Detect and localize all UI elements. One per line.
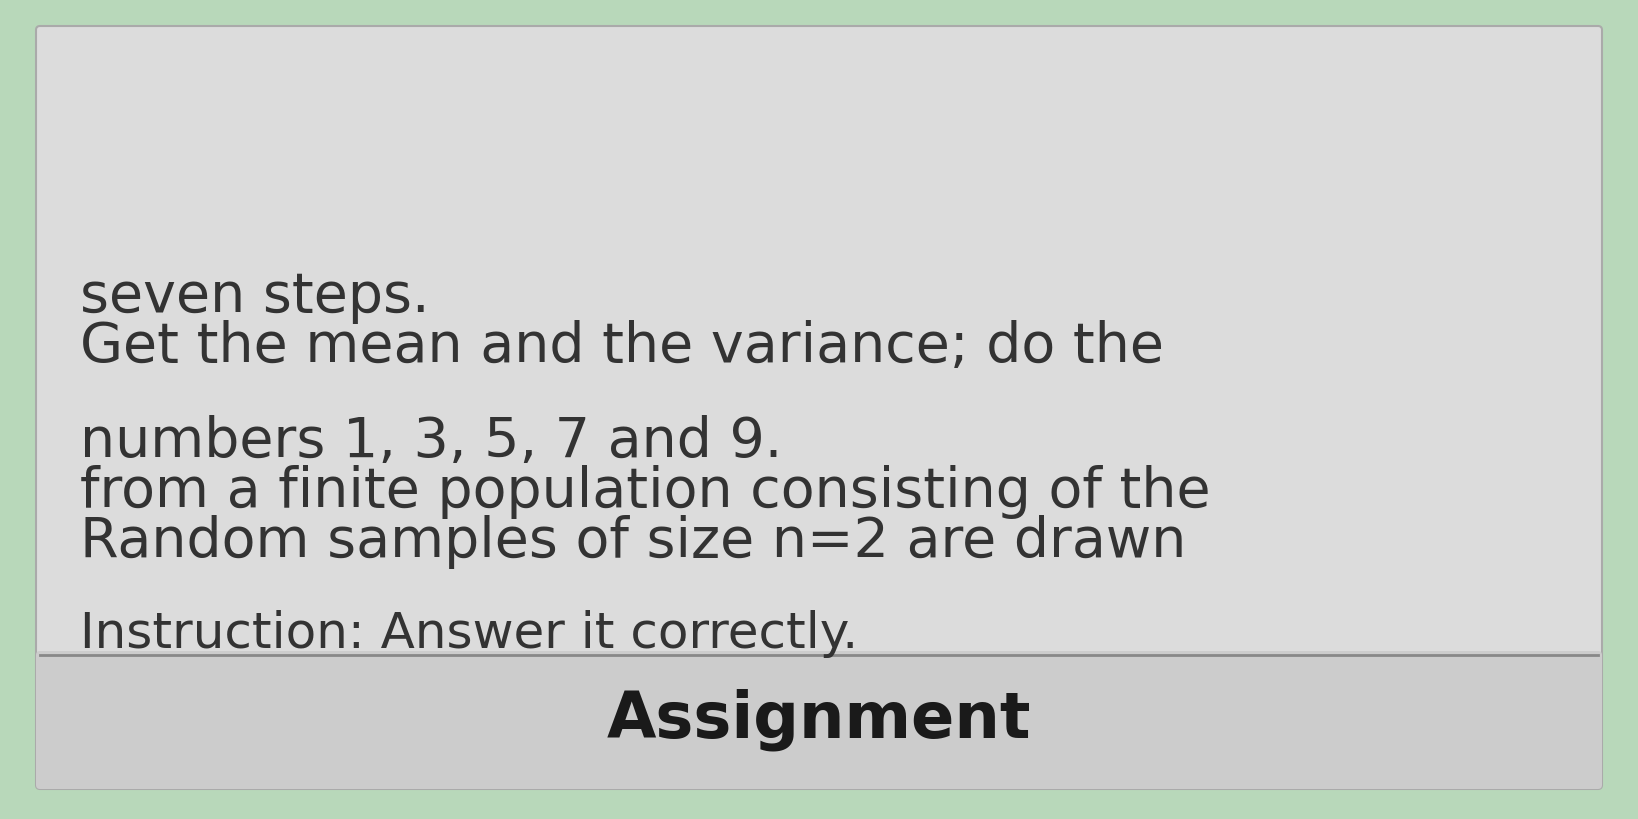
Text: numbers 1, 3, 5, 7 and 9.: numbers 1, 3, 5, 7 and 9. <box>80 415 783 469</box>
Text: Assignment: Assignment <box>606 689 1032 751</box>
Text: seven steps.: seven steps. <box>80 270 429 324</box>
Text: from a finite population consisting of the: from a finite population consisting of t… <box>80 465 1210 519</box>
Text: Random samples of size n=2 are drawn: Random samples of size n=2 are drawn <box>80 515 1186 569</box>
Text: Instruction: Answer it correctly.: Instruction: Answer it correctly. <box>80 610 858 658</box>
Text: Get the mean and the variance; do the: Get the mean and the variance; do the <box>80 320 1165 374</box>
FancyBboxPatch shape <box>36 26 1602 789</box>
FancyBboxPatch shape <box>36 651 1602 789</box>
